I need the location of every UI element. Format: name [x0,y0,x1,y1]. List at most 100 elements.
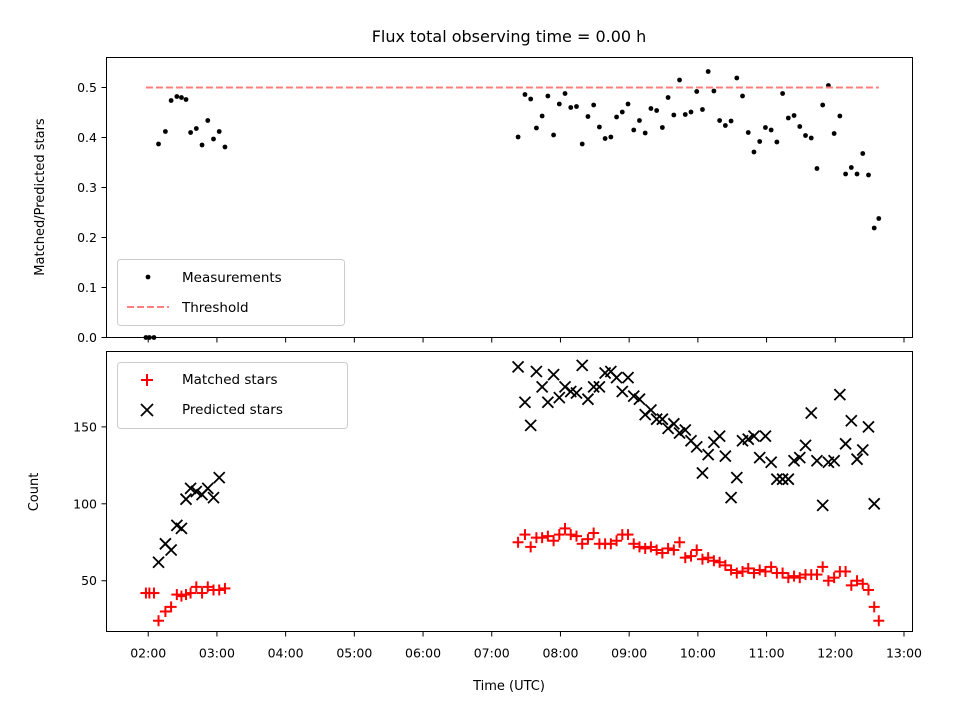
measurement-point [820,102,826,108]
predicted-stars-point [633,393,646,406]
measurement-point [780,91,786,96]
measurement-point [763,125,768,130]
predicted-stars-point [656,413,669,426]
matched-stars-point [553,529,565,541]
matched-stars-point [202,581,214,593]
predicted-stars-point [787,454,801,467]
measurement-point [631,127,637,133]
measurement-point [211,136,216,142]
matched-stars-point [765,561,777,573]
measurement-point [871,225,877,231]
predicted-stars-point [753,451,766,464]
matched-stars-point [525,541,537,553]
predicted-stars-point [765,456,778,469]
measurement-point [814,166,820,171]
measurement-point [654,108,660,113]
measurement-point [711,88,717,94]
predicted-stars-point [201,482,214,495]
predicted-stars-point [184,482,197,495]
measurement-point [579,141,585,147]
predicted-stars-point [152,556,165,569]
bottom-x-tick-label: 04:00 [268,646,304,661]
matched-stars-point [685,550,697,562]
matched-stars-point [708,555,720,567]
measurement-point [751,149,757,155]
matched-stars-point [822,575,834,587]
measurement-point [734,75,740,81]
measurement-point [831,131,837,136]
matched-stars-point [165,601,177,613]
predicted-stars-point [190,485,203,498]
bottom-panel-frame [106,351,913,632]
predicted-stars-point [816,499,829,512]
measurement-point [539,113,545,119]
matched-stars-point [656,547,668,559]
measurement-point [848,165,854,170]
bottom-panel-y-axis-label: Count [27,473,42,512]
bottom-panel-y-ticks: 50 100 150 [73,419,107,588]
bottom-y-tick-label: 150 [73,419,97,434]
measurement-point [677,77,682,83]
predicted-stars-point [587,380,600,394]
matched-stars-point [536,532,548,544]
top-panel: 0.0 0.1 0.2 0.3 0.4 0.5 Matched/Predicted sta… [33,57,913,345]
measurement-point [774,139,780,145]
predicted-stars-point [799,439,812,452]
bottom-x-tick-label: 09:00 [611,646,647,661]
predicted-stars-point [719,449,732,463]
top-panel-y-ticks: 0.0 0.1 0.2 0.3 0.4 0.5 [77,80,107,345]
matched-stars-point [731,567,743,579]
measurement-point [614,114,619,120]
matched-stars-point [725,564,737,576]
bottom-x-tick-label: 08:00 [542,646,578,661]
measurement-point [199,142,205,148]
measurement-point [791,113,797,118]
matched-stars-point [782,572,794,584]
predicted-stars-point [650,413,663,426]
matched-stars-point [190,581,202,593]
predicted-stars-point [696,466,709,480]
bottom-x-tick-label: 07:00 [474,646,510,661]
matched-stars-point [737,566,749,577]
predicted-stars-point [793,451,806,464]
predicted-stars-point [690,440,703,454]
predicted-stars-point [553,391,566,404]
top-panel-legend: Measurements Threshold [117,259,345,326]
measurement-point [705,69,711,74]
top-legend-measurements-marker [145,274,151,280]
bottom-x-tick-label: 11:00 [749,646,785,661]
bottom-x-tick-label: 03:00 [199,646,235,661]
predicted-stars-point [213,471,226,484]
matched-stars-point [582,533,594,545]
matched-stars-point [148,587,160,599]
matched-stars-point [862,584,874,596]
measurement-point [522,92,528,97]
predicted-stars-point [610,371,623,384]
predicted-stars-point [581,393,595,406]
measurement-point [837,113,843,119]
measurement-point [659,125,665,130]
predicted-stars-point [518,396,532,409]
predicted-stars-point [616,385,629,398]
matched-stars-point [748,567,760,579]
measurement-point [179,95,184,100]
predicted-stars-point [724,491,738,504]
matched-stars-point [817,561,829,573]
predicted-stars-point [207,491,220,504]
measurement-point [745,130,751,135]
matched-stars-point [679,552,691,564]
matched-stars-point [153,615,165,627]
measurement-point [528,96,534,102]
top-legend-threshold-label: Threshold [181,300,249,316]
matched-stars-point [548,535,560,547]
measurement-point [671,112,677,118]
measurement-point [556,101,562,107]
measurement-point [222,144,228,150]
measurement-point [568,105,574,110]
measurement-point [591,102,597,108]
matched-stars-point [857,578,869,590]
matched-stars-point [662,542,674,554]
